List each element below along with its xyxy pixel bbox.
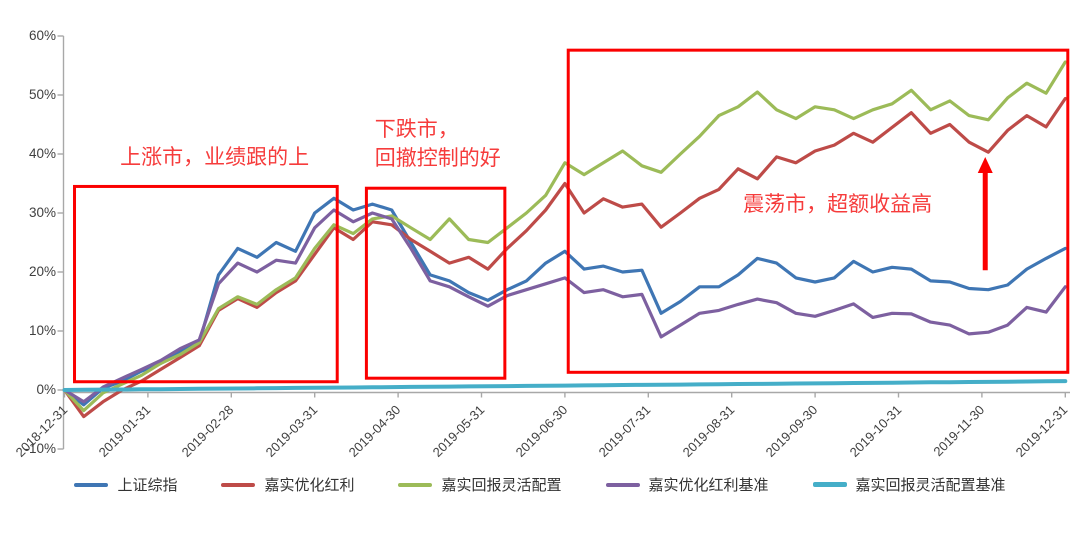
legend-line-swatch-cyan <box>812 482 847 487</box>
legend-label: 嘉实优化红利基准 <box>648 477 769 494</box>
annotation-box <box>566 48 1070 374</box>
legend-item-jiashi-youhua-hongli-benchmark: 嘉实优化红利基准 <box>605 474 769 495</box>
annotation-arrow-head <box>977 156 993 173</box>
series-line-2 <box>62 60 1067 413</box>
legend-line-swatch-red <box>221 482 256 487</box>
legend-item-jiashi-youhua-hongli: 嘉实优化红利 <box>221 474 354 495</box>
legend-line-swatch-blue <box>74 482 109 487</box>
legend-line-swatch-purple <box>605 482 640 487</box>
series-line-3 <box>62 208 1067 404</box>
series-line-1 <box>62 96 1067 419</box>
chart-legend: 上证综指 嘉实优化红利 嘉实回报灵活配置 嘉实优化红利基准 嘉实回报灵活配置基准 <box>0 474 1080 495</box>
annotation-box <box>364 186 507 380</box>
series-line-4 <box>62 379 1068 392</box>
annotation-box <box>73 184 339 384</box>
legend-item-sse-index: 上证综指 <box>74 474 177 495</box>
legend-label: 上证综指 <box>117 477 178 494</box>
legend-label: 嘉实优化红利 <box>264 477 355 494</box>
legend-item-jiashi-huibao-linghuo-benchmark: 嘉实回报灵活配置基准 <box>812 474 1006 495</box>
legend-label: 嘉实回报灵活配置基准 <box>855 477 1006 494</box>
legend-item-jiashi-huibao-linghuo: 嘉实回报灵活配置 <box>398 474 562 495</box>
series-line-0 <box>62 196 1067 407</box>
legend-label: 嘉实回报灵活配置 <box>441 477 562 494</box>
legend-line-swatch-green <box>398 482 433 487</box>
